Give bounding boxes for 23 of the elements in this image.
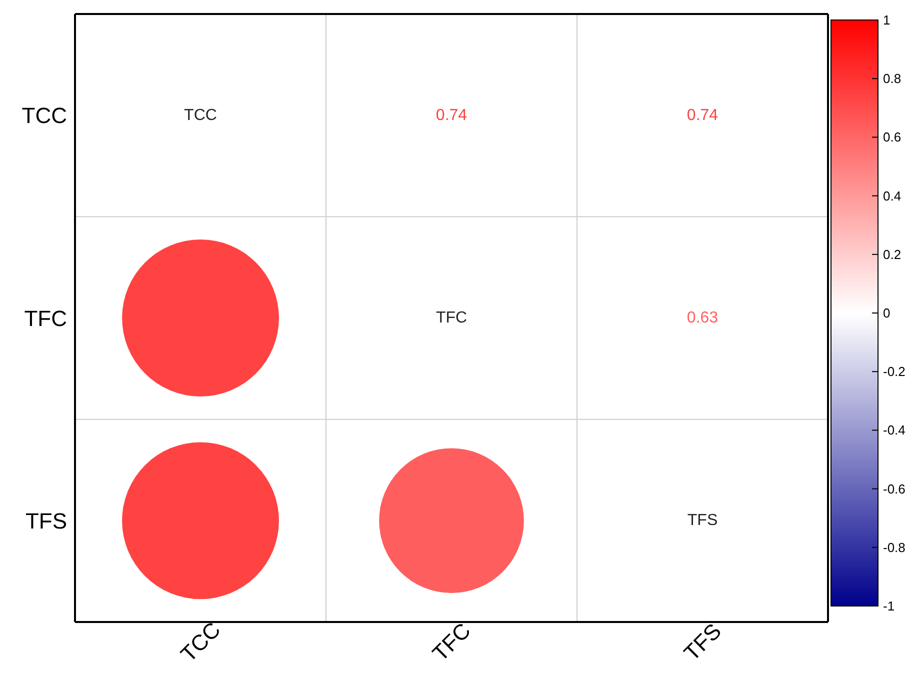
color-bar-label: 0.6	[883, 130, 902, 145]
text: 0.74	[686, 106, 718, 124]
color-bar-label: 0	[883, 306, 890, 320]
x-tick-label: TFS	[678, 618, 726, 666]
color-bar-label: 0.2	[883, 246, 902, 262]
x-tick-label: TCC	[176, 617, 226, 667]
x-tick-label: TFC	[428, 618, 476, 666]
color-bar-label: 0.4	[883, 188, 902, 204]
y-tick-label: TFS	[25, 508, 67, 534]
text: 0.63	[686, 310, 718, 326]
color-bar-label: 0.8	[883, 71, 902, 86]
text: TCC	[184, 106, 217, 124]
text: 0.74	[436, 106, 468, 124]
color-bar-label: 1	[883, 12, 890, 28]
color-bar-label: -0.6	[883, 481, 906, 496]
y-tick-label: TCC	[22, 103, 68, 128]
text: TFS	[687, 512, 718, 530]
color-bar-label: -0.8	[883, 540, 906, 555]
color-bar-label: -0.4	[883, 422, 906, 438]
color-bar-label: -1	[883, 598, 895, 614]
color-bar-label: -0.2	[883, 364, 906, 380]
y-tick-label: TFC	[24, 306, 68, 331]
text: TFC	[436, 310, 468, 326]
